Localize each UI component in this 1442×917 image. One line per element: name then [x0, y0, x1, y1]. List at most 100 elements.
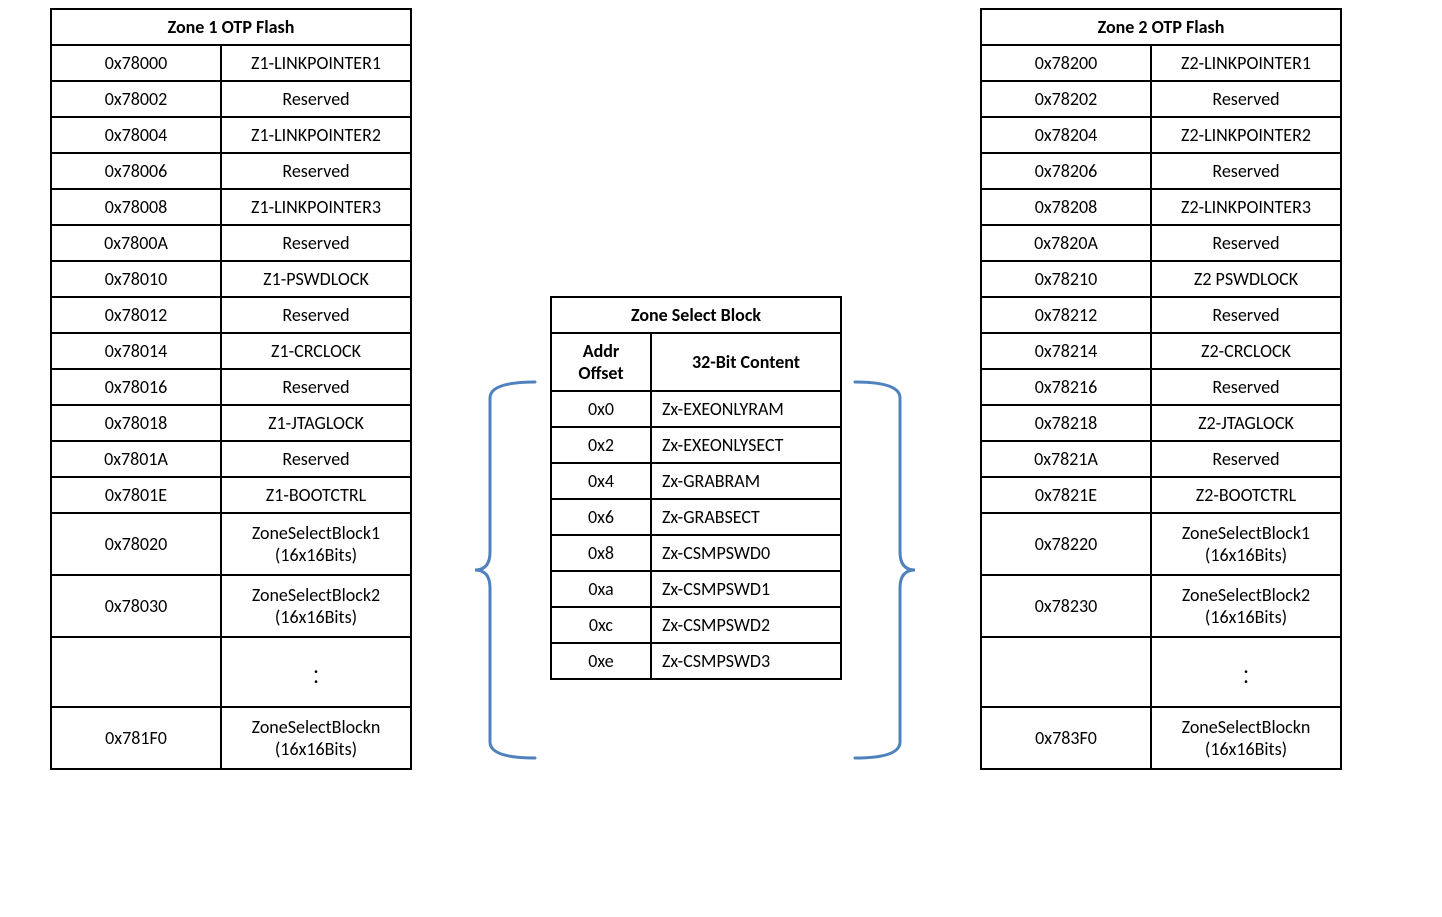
zone2-name-cell: Z2-BOOTCTRL [1151, 477, 1341, 513]
zone2-addr-cell: 0x78208 [981, 189, 1151, 225]
zsb-content-cell: Zx-GRABRAM [651, 463, 841, 499]
zone2-addr-cell: 0x78220 [981, 513, 1151, 575]
table-row: 0x7821AReserved [981, 441, 1341, 477]
table-row: 0x78216Reserved [981, 369, 1341, 405]
zone1-name-cell: Reserved [221, 81, 411, 117]
table-row: 0x78006Reserved [51, 153, 411, 189]
table-row: 0x78018Z1-JTAGLOCK [51, 405, 411, 441]
table-row: 0x78214Z2-CRCLOCK [981, 333, 1341, 369]
zone1-addr-cell: 0x7801A [51, 441, 221, 477]
zone2-addr-cell: 0x78206 [981, 153, 1151, 189]
zone1-addr-cell: 0x78020 [51, 513, 221, 575]
table-row: 0x7801EZ1-BOOTCTRL [51, 477, 411, 513]
zone1-addr-cell: 0x78018 [51, 405, 221, 441]
table-row: 0x6Zx-GRABSECT [551, 499, 841, 535]
zone2-addr-cell: 0x78230 [981, 575, 1151, 637]
zone2-name-cell: Reserved [1151, 297, 1341, 333]
zone2-name-cell: ZoneSelectBlockn(16x16Bits) [1151, 707, 1341, 769]
zsb-title: Zone Select Block [551, 297, 841, 333]
zsb-content-cell: Zx-CSMPSWD0 [651, 535, 841, 571]
zone2-addr-cell: 0x78210 [981, 261, 1151, 297]
table-row: 0x78008Z1-LINKPOINTER3 [51, 189, 411, 225]
zone1-addr-cell: 0x78006 [51, 153, 221, 189]
zone1-name-cell: Z1-LINKPOINTER2 [221, 117, 411, 153]
zone1-title: Zone 1 OTP Flash [51, 9, 411, 45]
zsb-addr-cell: 0xa [551, 571, 651, 607]
zone2-name-cell: Reserved [1151, 81, 1341, 117]
zone2-name-cell: Reserved [1151, 369, 1341, 405]
zsb-addr-cell: 0xc [551, 607, 651, 643]
zone2-addr-cell: 0x7821A [981, 441, 1151, 477]
zone1-name-cell: ZoneSelectBlock1(16x16Bits) [221, 513, 411, 575]
zone1-name-cell: Reserved [221, 369, 411, 405]
zsb-addr-cell: 0x2 [551, 427, 651, 463]
zone2-addr-cell: 0x78218 [981, 405, 1151, 441]
table-row: 0x78004Z1-LINKPOINTER2 [51, 117, 411, 153]
zone2-addr-cell: 0x78200 [981, 45, 1151, 81]
zone1-name-cell: Z1-LINKPOINTER1 [221, 45, 411, 81]
zone1-addr-cell: 0x78010 [51, 261, 221, 297]
zone1-name-cell: ZoneSelectBlockn(16x16Bits) [221, 707, 411, 769]
zone2-name-cell: .. [1151, 637, 1341, 707]
zone1-addr-cell: 0x78008 [51, 189, 221, 225]
table-row: 0x8Zx-CSMPSWD0 [551, 535, 841, 571]
zone2-name-cell: Z2-LINKPOINTER3 [1151, 189, 1341, 225]
zsb-addr-cell: 0x0 [551, 391, 651, 427]
zsb-content-cell: Zx-CSMPSWD3 [651, 643, 841, 679]
zone1-name-cell: Z1-LINKPOINTER3 [221, 189, 411, 225]
zone2-name-cell: Reserved [1151, 225, 1341, 261]
table-row: 0x78218Z2-JTAGLOCK [981, 405, 1341, 441]
zone1-addr-cell: 0x78014 [51, 333, 221, 369]
zone1-name-cell: Reserved [221, 225, 411, 261]
table-row: 0x78030ZoneSelectBlock2(16x16Bits) [51, 575, 411, 637]
zone2-addr-cell: 0x7820A [981, 225, 1151, 261]
zone1-name-cell: .. [221, 637, 411, 707]
table-row: 0x78208Z2-LINKPOINTER3 [981, 189, 1341, 225]
table-row: 0x78220ZoneSelectBlock1(16x16Bits) [981, 513, 1341, 575]
table-row: 0xeZx-CSMPSWD3 [551, 643, 841, 679]
zone2-addr-cell: 0x78214 [981, 333, 1151, 369]
zone1-addr-cell [51, 637, 221, 707]
zsb-content-cell: Zx-GRABSECT [651, 499, 841, 535]
zsb-header-addr: AddrOffset [551, 333, 651, 391]
zone2-name-cell: Z2 PSWDLOCK [1151, 261, 1341, 297]
zone2-addr-cell: 0x7821E [981, 477, 1151, 513]
zsb-addr-cell: 0x8 [551, 535, 651, 571]
zone2-otp-table: Zone 2 OTP Flash 0x78200Z2-LINKPOINTER10… [980, 8, 1342, 770]
table-row: 0x78212Reserved [981, 297, 1341, 333]
zone1-addr-cell: 0x7801E [51, 477, 221, 513]
table-row: 0x78230ZoneSelectBlock2(16x16Bits) [981, 575, 1341, 637]
table-row: 0x78014Z1-CRCLOCK [51, 333, 411, 369]
zsb-addr-cell: 0xe [551, 643, 651, 679]
table-row: .. [51, 637, 411, 707]
table-row: 0x78012Reserved [51, 297, 411, 333]
zsb-content-cell: Zx-EXEONLYSECT [651, 427, 841, 463]
zone2-name-cell: Z2-LINKPOINTER1 [1151, 45, 1341, 81]
zone1-addr-cell: 0x78030 [51, 575, 221, 637]
table-row: 0x7800AReserved [51, 225, 411, 261]
zone2-name-cell: Z2-JTAGLOCK [1151, 405, 1341, 441]
table-row: 0xaZx-CSMPSWD1 [551, 571, 841, 607]
table-row: 0x78200Z2-LINKPOINTER1 [981, 45, 1341, 81]
table-row: 0x78016Reserved [51, 369, 411, 405]
table-row: 0x7820AReserved [981, 225, 1341, 261]
table-row: 0x78000Z1-LINKPOINTER1 [51, 45, 411, 81]
zone2-name-cell: Reserved [1151, 153, 1341, 189]
table-row: 0x78020ZoneSelectBlock1(16x16Bits) [51, 513, 411, 575]
zone1-addr-cell: 0x78016 [51, 369, 221, 405]
zone1-addr-cell: 0x78004 [51, 117, 221, 153]
zone1-addr-cell: 0x78002 [51, 81, 221, 117]
zone1-name-cell: Z1-CRCLOCK [221, 333, 411, 369]
zone2-name-cell: Z2-LINKPOINTER2 [1151, 117, 1341, 153]
zone1-addr-cell: 0x7800A [51, 225, 221, 261]
table-row: 0x2Zx-EXEONLYSECT [551, 427, 841, 463]
table-row: 0x78206Reserved [981, 153, 1341, 189]
zone1-name-cell: Z1-PSWDLOCK [221, 261, 411, 297]
zone1-name-cell: ZoneSelectBlock2(16x16Bits) [221, 575, 411, 637]
zone2-name-cell: ZoneSelectBlock1(16x16Bits) [1151, 513, 1341, 575]
zone-select-block-table: Zone Select Block AddrOffset 32-Bit Cont… [550, 296, 842, 680]
table-row: 0x78010Z1-PSWDLOCK [51, 261, 411, 297]
zone1-name-cell: Reserved [221, 153, 411, 189]
left-brace-icon [470, 380, 540, 760]
zone1-name-cell: Reserved [221, 297, 411, 333]
